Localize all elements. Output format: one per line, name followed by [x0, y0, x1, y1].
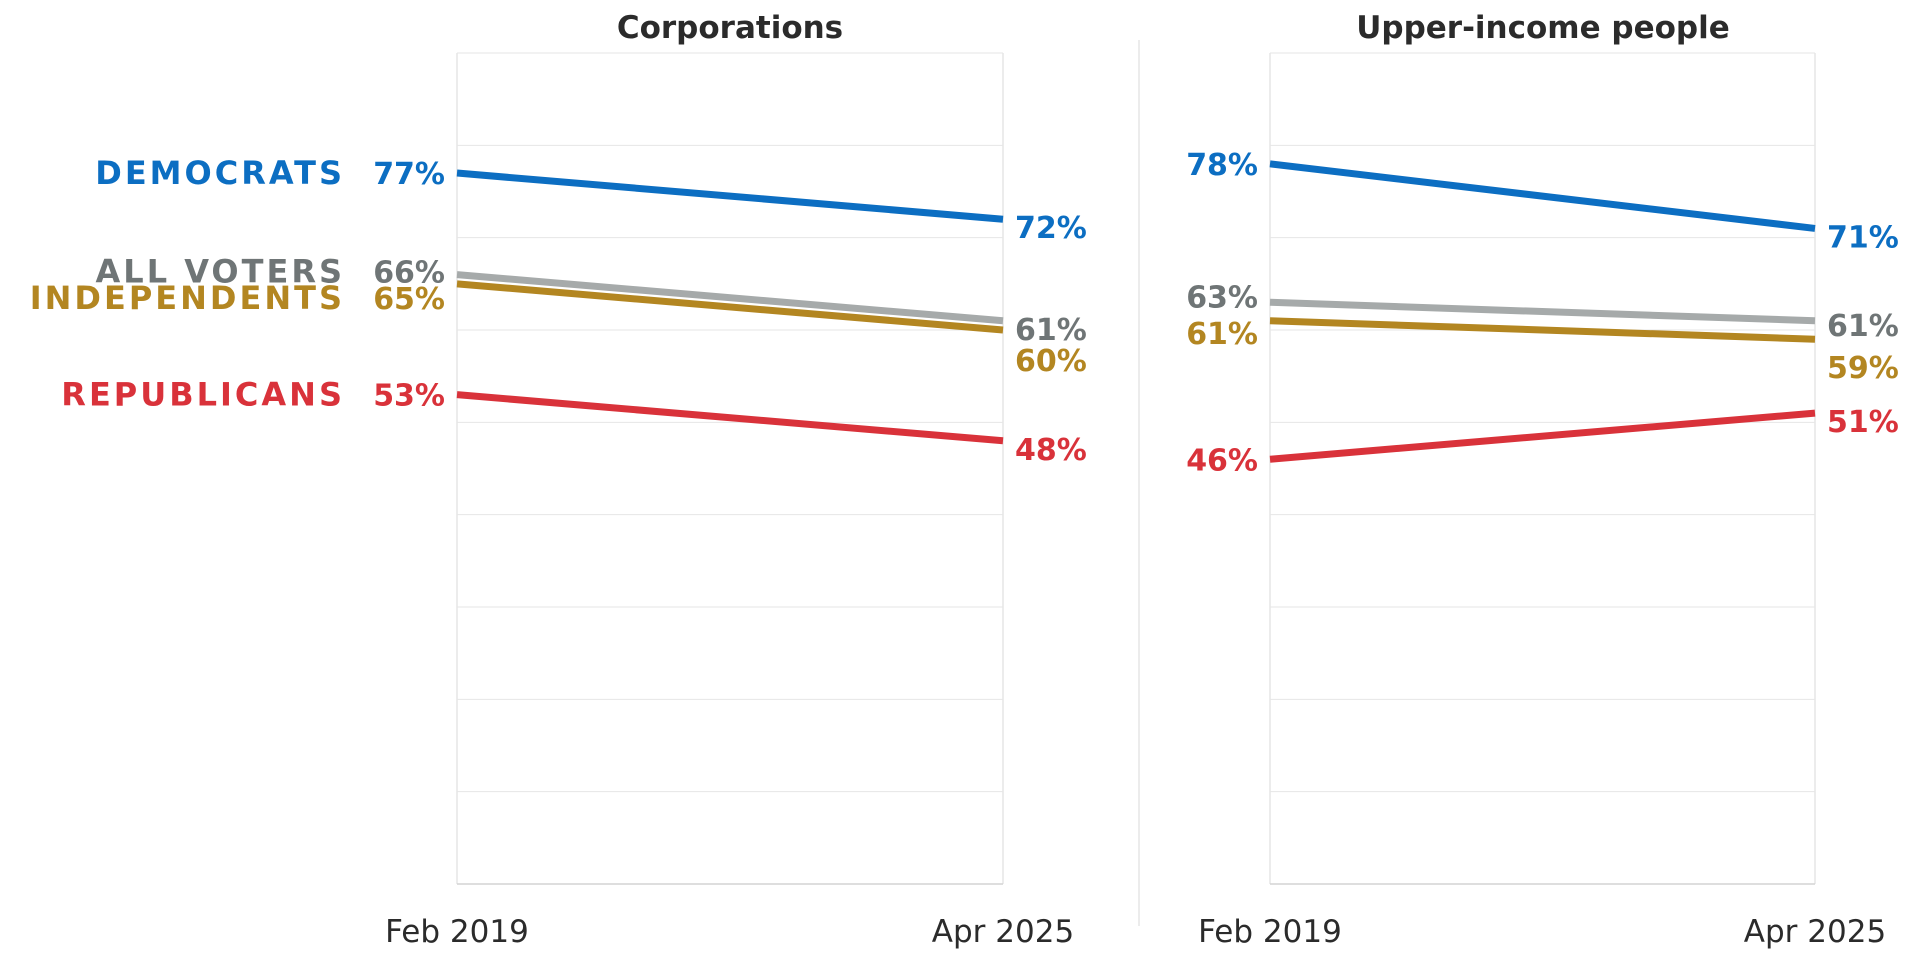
data-label-start-independents: 61%: [1186, 317, 1258, 352]
legend-label-independents: INDEPENDENTS: [30, 279, 345, 317]
series-line-independents: [456, 280, 1004, 334]
data-label-end-independents: 60%: [1015, 344, 1087, 379]
data-label-end-all-voters: 61%: [1827, 309, 1899, 344]
data-label-start-republicans: 46%: [1186, 443, 1258, 478]
series-line-democrats: [1269, 160, 1816, 232]
legend-label-republicans: REPUBLICANS: [61, 376, 345, 414]
series-line-independents: [1269, 317, 1816, 343]
legend-label-all-voters: ALL VOTERS: [96, 253, 345, 291]
data-label-start-democrats: 78%: [1186, 148, 1258, 183]
data-label-end-independents: 59%: [1827, 351, 1899, 386]
series-line-republicans: [1269, 409, 1816, 463]
data-label-start-independents: 65%: [373, 282, 445, 317]
x-tick-label: Feb 2019: [385, 914, 529, 950]
legend-label-democrats: DEMOCRATS: [95, 154, 345, 192]
panel-1: Corporations Feb 2019 Apr 2025 77% 72% 66% 61%…: [30, 10, 1087, 950]
data-label-end-republicans: 48%: [1015, 433, 1087, 468]
series-line-democrats: [456, 169, 1004, 223]
panel-title: Corporations: [617, 10, 843, 46]
x-tick-label: Apr 2025: [932, 914, 1074, 950]
panel-title: Upper-income people: [1356, 10, 1730, 46]
series-line-republicans: [456, 391, 1004, 445]
data-label-start-all-voters: 63%: [1186, 280, 1258, 315]
x-tick-label: Feb 2019: [1198, 914, 1342, 950]
series-line-all-voters: [1269, 298, 1816, 325]
data-label-start-all-voters: 66%: [373, 256, 445, 291]
series-line-all-voters: [456, 271, 1004, 325]
data-label-start-democrats: 77%: [373, 157, 445, 192]
data-label-end-all-voters: 61%: [1015, 313, 1087, 348]
data-label-start-republicans: 53%: [373, 379, 445, 414]
panel-2: Upper-income people Feb 2019 Apr 2025 78% 71…: [1186, 10, 1899, 950]
data-label-end-democrats: 71%: [1827, 220, 1899, 255]
x-tick-label: Apr 2025: [1744, 914, 1886, 950]
data-label-end-republicans: 51%: [1827, 405, 1899, 440]
data-label-end-democrats: 72%: [1015, 211, 1087, 246]
